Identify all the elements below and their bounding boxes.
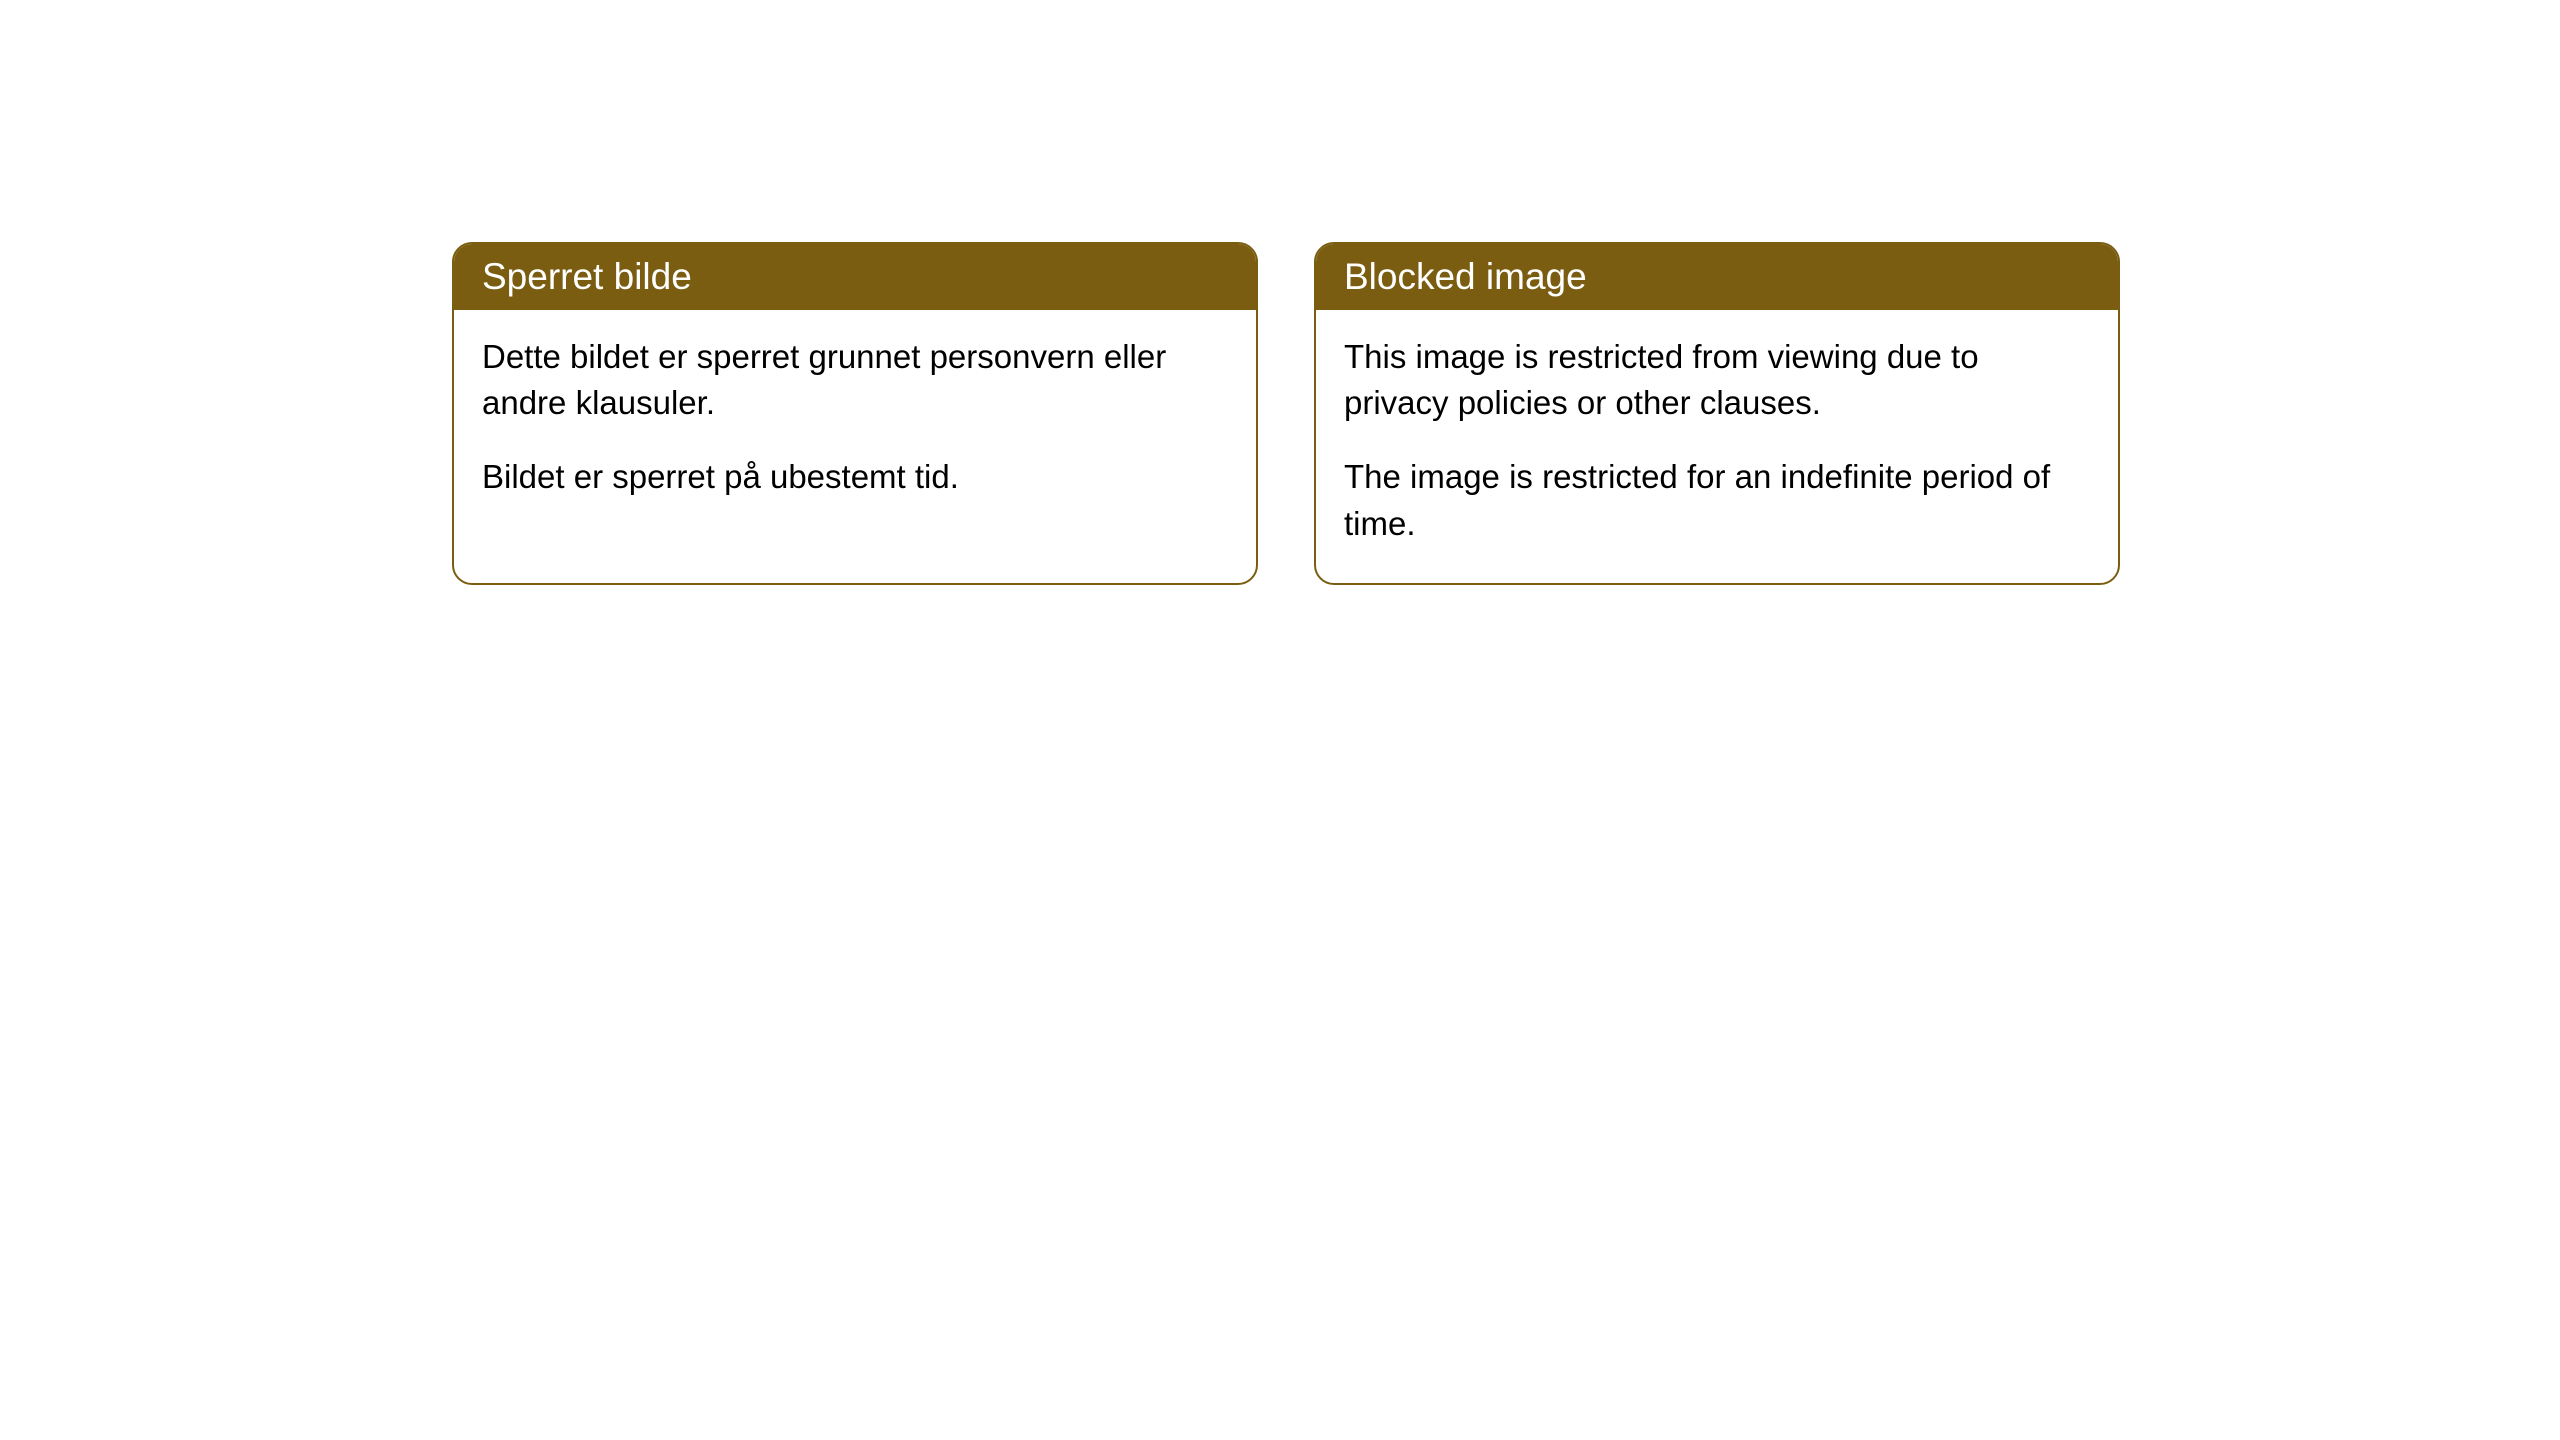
card-paragraph: The image is restricted for an indefinit…: [1344, 454, 2090, 546]
card-header: Sperret bilde: [454, 244, 1256, 310]
card-title: Sperret bilde: [482, 256, 692, 297]
notice-card-english: Blocked image This image is restricted f…: [1314, 242, 2120, 585]
card-title: Blocked image: [1344, 256, 1587, 297]
card-paragraph: This image is restricted from viewing du…: [1344, 334, 2090, 426]
notice-container: Sperret bilde Dette bildet er sperret gr…: [0, 0, 2560, 585]
notice-card-norwegian: Sperret bilde Dette bildet er sperret gr…: [452, 242, 1258, 585]
card-paragraph: Bildet er sperret på ubestemt tid.: [482, 454, 1228, 500]
card-body: Dette bildet er sperret grunnet personve…: [454, 310, 1256, 537]
card-body: This image is restricted from viewing du…: [1316, 310, 2118, 583]
card-header: Blocked image: [1316, 244, 2118, 310]
card-paragraph: Dette bildet er sperret grunnet personve…: [482, 334, 1228, 426]
